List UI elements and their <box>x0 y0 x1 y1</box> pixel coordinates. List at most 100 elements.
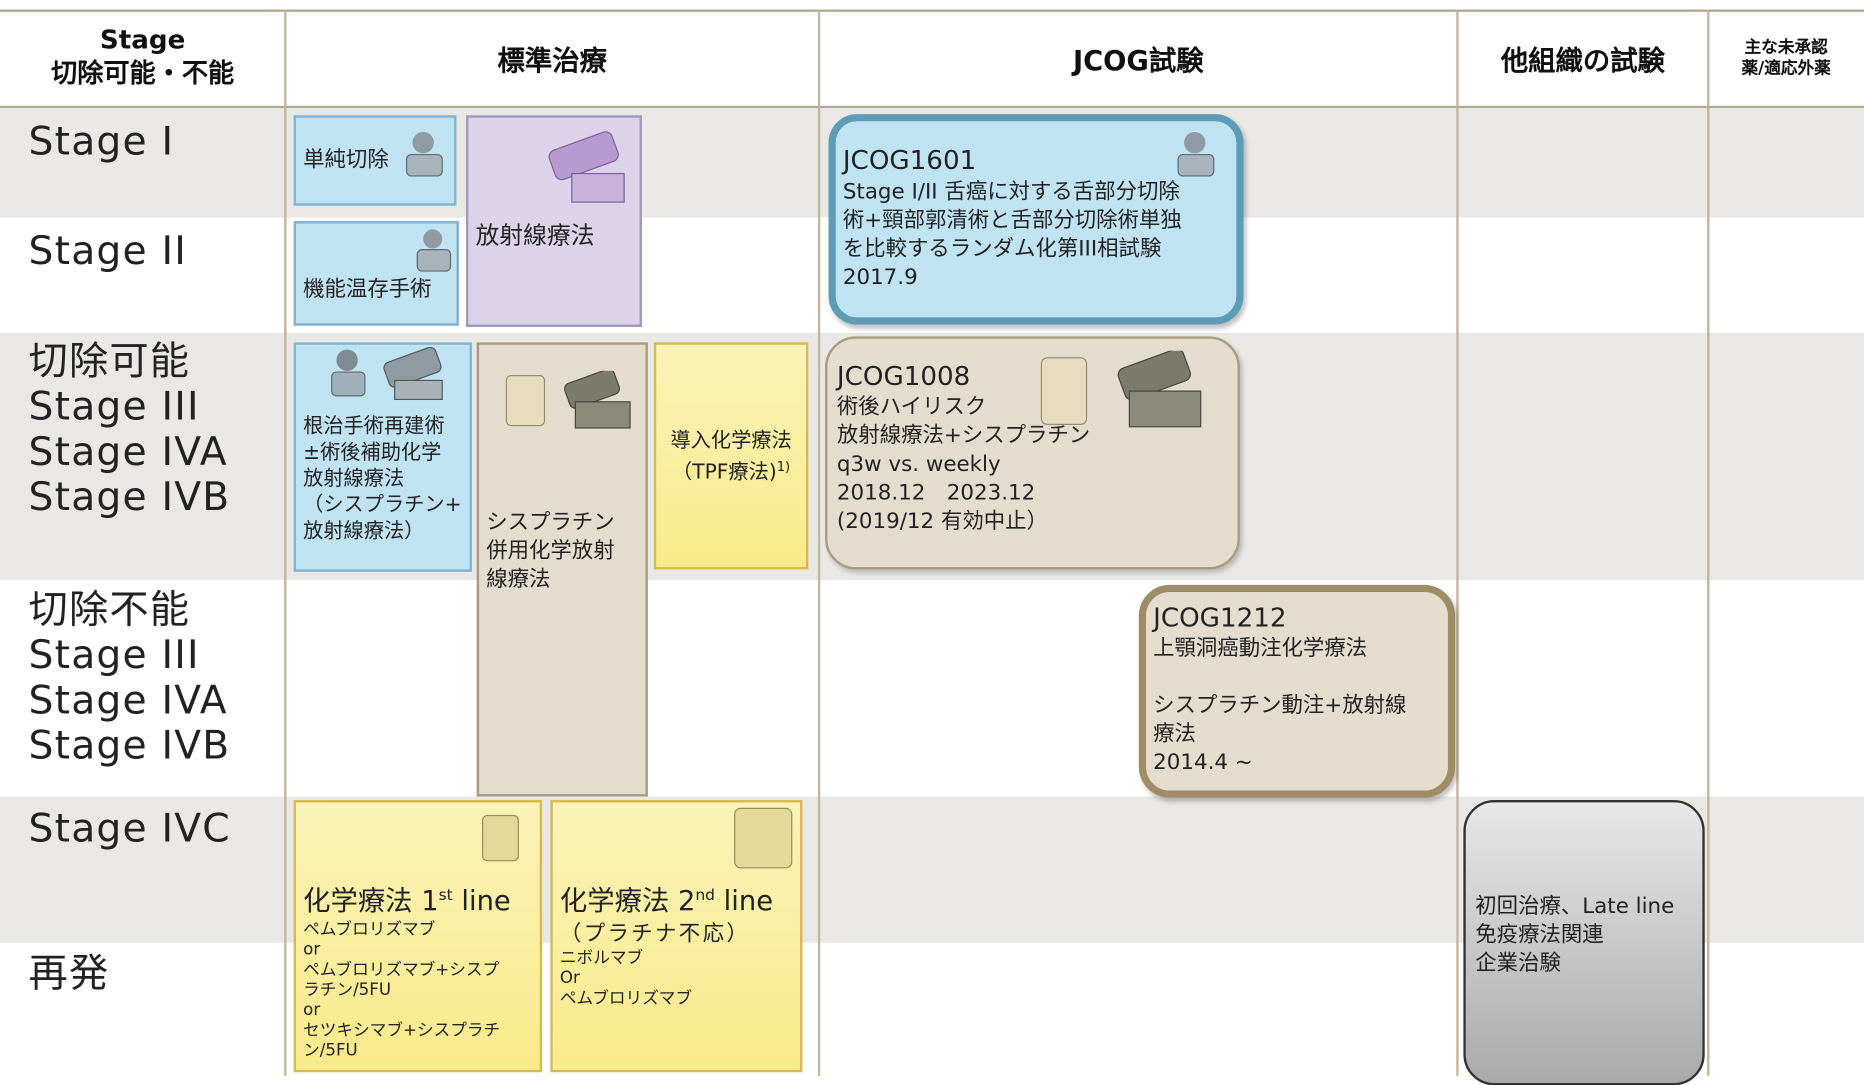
text-line: Stage IVB <box>28 473 231 520</box>
text-line: Stage I <box>28 117 175 165</box>
row-label: Stage IVC <box>28 804 231 852</box>
chemo-icon <box>734 807 793 869</box>
text-line: 他組織の試験 <box>1500 46 1665 78</box>
text-line: 主な未承認 <box>1744 38 1828 58</box>
column-line <box>1707 9 1710 1076</box>
title-sup: st <box>438 886 453 905</box>
text-line: ペムブロリズマブ <box>559 988 693 1008</box>
box-text: ペムブロリズマブ or ペムブロリズマブ+シスプ ラチン/5FU or セツキシマブ+シス… <box>303 920 540 1061</box>
text-line: シスプラチン動注+放射線 <box>1153 693 1407 719</box>
text-line: （シスプラチン+ <box>303 493 462 518</box>
text-line: ペムブロリズマブ <box>303 919 436 939</box>
surgery-icon <box>331 347 443 401</box>
text-line: 根治手術再建術 <box>303 414 445 439</box>
text-line: 機能温存手術 <box>303 276 432 302</box>
chemo-radiation-icon <box>505 370 631 429</box>
text-line: 2017.9 <box>842 265 918 291</box>
header-cell: 主な未承認 薬/適応外薬 <box>1708 10 1864 107</box>
text-line: Or <box>559 968 580 988</box>
text-line: 切除可能 <box>28 337 191 384</box>
text-line: セツキシマブ+シスプラチ <box>303 1020 501 1040</box>
text-line: 療法 <box>1153 721 1196 747</box>
text-line: 放射線療法 <box>475 221 595 250</box>
surgeon-icon <box>1177 131 1215 177</box>
column-line <box>1456 9 1459 1076</box>
header-cell: 他組織の試験 <box>1457 10 1708 107</box>
text-line: 単純切除 <box>303 147 389 173</box>
text-line: Stage <box>99 26 186 56</box>
column-line <box>284 9 287 1076</box>
text-line: 初回治療、Late line <box>1475 893 1675 919</box>
trial-box: 初回治療、Late line 免疫療法関連 企業治験 <box>1463 800 1705 1085</box>
text-line: 再発 <box>28 949 110 997</box>
text-line: Stage III <box>28 382 200 430</box>
column-line <box>817 9 821 1076</box>
top-border <box>0 9 1864 12</box>
text-line: Stage II <box>28 227 188 274</box>
box-text: ニボルマブ Or ペムブロリズマブ <box>560 948 800 1009</box>
text-line: ニボルマブ <box>559 948 644 968</box>
box-title: 化学療法 2nd line <box>560 879 800 920</box>
trial-id: JCOG1601 <box>842 146 977 176</box>
treatment-box: 根治手術再建術 ±術後補助化学 放射線療法 （シスプラチン+ 放射線療法） <box>293 342 472 572</box>
row-label: 切除不能 Stage III Stage IVA Stage IVB <box>29 587 231 768</box>
box-text: 導入化学療法 <box>656 428 806 454</box>
text-line: 導入化学療法 <box>670 429 792 453</box>
box-text: （TPF療法)1) <box>656 454 806 486</box>
text-line: 企業治験 <box>1475 951 1561 976</box>
chemo-icon <box>482 814 519 862</box>
header-cell: 標準治療 <box>285 10 819 107</box>
text-line: 上顎洞癌動注化学療法 <box>1153 635 1368 661</box>
chemo-radiation-icon <box>1040 350 1202 428</box>
title-text: 化学療法 1 <box>303 886 439 918</box>
text-line: 放射線療法+シスプラチン <box>836 423 1091 449</box>
trial-id: JCOG1212 <box>1153 603 1287 634</box>
trial-text: 術後ハイリスク 放射線療法+シスプラチン q3w vs. weekly 2018.12… <box>837 393 1238 536</box>
text-line: 放射線療法） <box>303 519 425 544</box>
text-line: 線療法 <box>486 567 551 593</box>
text-line: Stage IVA <box>28 676 228 723</box>
trial-box: JCOG1601 Stage I/II 舌癌に対する舌部分切除 術+頸部郭清術と舌… <box>828 114 1244 325</box>
title-text: line <box>714 886 774 918</box>
radiation-icon <box>548 131 625 203</box>
text-line: 術+頸部郭清術と舌部分切除術単独 <box>842 208 1182 234</box>
text-line: シスプラチン <box>486 509 615 535</box>
text-line: Stage IVC <box>28 804 231 852</box>
treatment-box: 導入化学療法 （TPF療法)1) <box>653 342 809 570</box>
text-line: 薬/適応外薬 <box>1741 59 1831 79</box>
text-line: ペムブロリズマブ+シスプ <box>303 960 500 980</box>
text-line: Stage IVB <box>28 721 231 768</box>
text-line: Stage III <box>28 631 200 678</box>
text-line: ン/5FU <box>303 1040 358 1060</box>
text-line: 切除不能 <box>28 586 191 633</box>
text-line: q3w vs. weekly <box>836 451 1001 477</box>
trial-text: 上顎洞癌動注化学療法 <box>1153 635 1448 664</box>
text-line: 併用化学放射 <box>486 538 615 564</box>
text-line: or <box>303 1000 321 1020</box>
text-line: 切除可能・不能 <box>51 59 235 90</box>
text-line: 放射線療法 <box>303 467 405 491</box>
row-label: 再発 <box>28 949 110 997</box>
text-line: を比較するランダム化第III相試験 <box>842 236 1162 262</box>
text-line: 2018.12 2023.12 <box>836 480 1036 506</box>
text-line: （TPF療法) <box>672 460 777 485</box>
text-line: Stage I/II 舌癌に対する舌部分切除 <box>842 179 1180 205</box>
row-label: Stage II <box>29 228 187 273</box>
text-line: ±術後補助化学 <box>303 441 442 465</box>
text-line: or <box>303 939 321 959</box>
header-cell: Stage 切除可能・不能 <box>0 10 285 107</box>
footnote-mark: 1) <box>776 458 791 475</box>
treatment-box: 機能温存手術 <box>293 221 459 326</box>
trial-box: JCOG1008 術後ハイリスク 放射線療法+シスプラチン q3w vs. week… <box>825 336 1240 570</box>
text-line: 免疫療法関連 <box>1475 922 1604 948</box>
trial-text: Stage I/II 舌癌に対する舌部分切除 術+頸部郭清術と舌部分切除術単独 を比… <box>843 178 1236 292</box>
text-line: JCOG試験 <box>1072 46 1204 78</box>
trial-box: JCOG1212 上顎洞癌動注化学療法 シスプラチン動注+放射線 療法 2014.4… <box>1138 584 1456 798</box>
surgeon-icon <box>416 229 452 272</box>
text-line: Stage IVA <box>28 427 228 475</box>
title-text: 化学療法 2 <box>559 886 696 918</box>
header-border <box>0 105 1864 109</box>
box-title: 化学療法 1st line <box>303 879 540 920</box>
